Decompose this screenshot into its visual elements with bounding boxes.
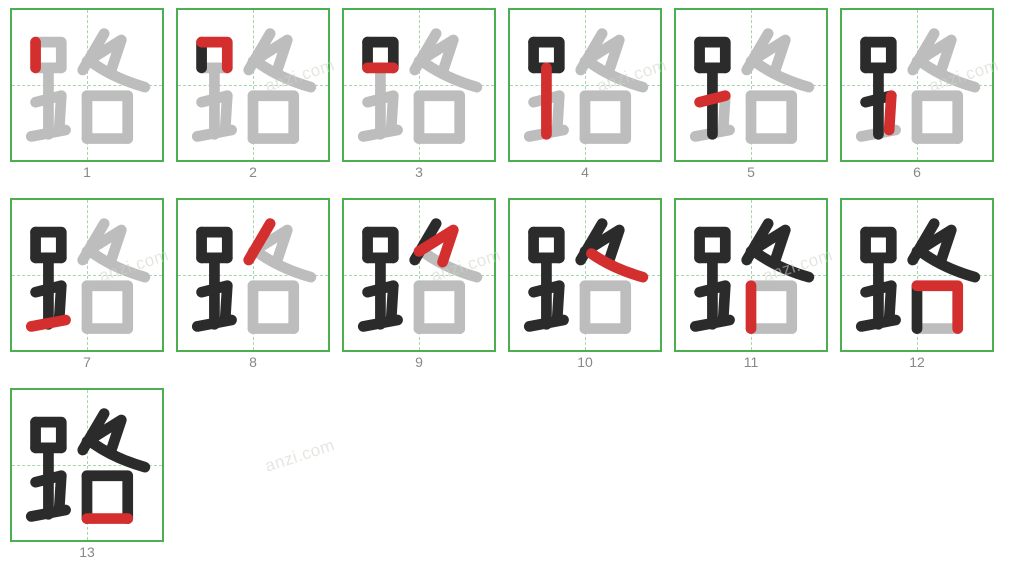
cell-number: 2 (249, 164, 257, 180)
character-glyph (510, 200, 660, 350)
cell-number: 5 (747, 164, 755, 180)
character-glyph (12, 10, 162, 160)
stroke-order-grid: 12345678910111213 (0, 0, 1024, 574)
stroke-cell-unit: 3 (342, 8, 496, 186)
grid-row: 1 2 3 4 5 6 (10, 8, 994, 186)
stroke-cell-unit: 7 (10, 198, 164, 376)
stroke-cell-unit: 4 (508, 8, 662, 186)
character-glyph (676, 200, 826, 350)
character-glyph (510, 10, 660, 160)
cell-number: 6 (913, 164, 921, 180)
cell-number: 12 (909, 354, 925, 370)
stroke-cell-unit: 1 (10, 8, 164, 186)
character-glyph (178, 10, 328, 160)
stroke-cell (10, 198, 164, 352)
cell-number: 7 (83, 354, 91, 370)
stroke-cell (10, 388, 164, 542)
cell-number-wrap: 13 (10, 542, 164, 566)
stroke-cell (840, 8, 994, 162)
character-glyph (178, 200, 328, 350)
grid-row: 7 8 9 10 11 12 (10, 198, 994, 376)
cell-number-wrap: 8 (176, 352, 330, 376)
stroke-cell (508, 8, 662, 162)
stroke-cell-unit: 11 (674, 198, 828, 376)
character-glyph (12, 200, 162, 350)
stroke-cell (342, 8, 496, 162)
character-glyph (344, 200, 494, 350)
stroke-cell-unit: 12 (840, 198, 994, 376)
cell-number-wrap: 2 (176, 162, 330, 186)
cell-number-wrap: 1 (10, 162, 164, 186)
character-glyph (344, 10, 494, 160)
cell-number-wrap: 12 (840, 352, 994, 376)
stroke-cell-unit: 9 (342, 198, 496, 376)
cell-number-wrap: 6 (840, 162, 994, 186)
stroke-cell (342, 198, 496, 352)
cell-number-wrap: 9 (342, 352, 496, 376)
stroke-cell-unit: 8 (176, 198, 330, 376)
stroke-cell (176, 198, 330, 352)
cell-number: 3 (415, 164, 423, 180)
cell-number-wrap: 10 (508, 352, 662, 376)
character-glyph (842, 200, 992, 350)
stroke-cell-unit: 2 (176, 8, 330, 186)
cell-number: 11 (744, 354, 759, 370)
cell-number-wrap: 3 (342, 162, 496, 186)
cell-number: 13 (79, 544, 95, 560)
character-glyph (842, 10, 992, 160)
cell-number-wrap: 7 (10, 352, 164, 376)
character-glyph (676, 10, 826, 160)
cell-number: 1 (83, 164, 91, 180)
cell-number: 10 (577, 354, 593, 370)
cell-number-wrap: 11 (674, 352, 828, 376)
stroke-cell (10, 8, 164, 162)
stroke-cell (840, 198, 994, 352)
stroke-cell-unit: 6 (840, 8, 994, 186)
stroke-cell (674, 198, 828, 352)
cell-number-wrap: 4 (508, 162, 662, 186)
stroke-cell-unit: 10 (508, 198, 662, 376)
stroke-cell-unit: 13 (10, 388, 164, 566)
grid-row: 13 (10, 388, 164, 566)
stroke-cell-unit: 5 (674, 8, 828, 186)
cell-number-wrap: 5 (674, 162, 828, 186)
character-glyph (12, 390, 162, 540)
stroke-cell (674, 8, 828, 162)
stroke-cell (176, 8, 330, 162)
cell-number: 4 (581, 164, 589, 180)
stroke-cell (508, 198, 662, 352)
cell-number: 8 (249, 354, 257, 370)
cell-number: 9 (415, 354, 423, 370)
